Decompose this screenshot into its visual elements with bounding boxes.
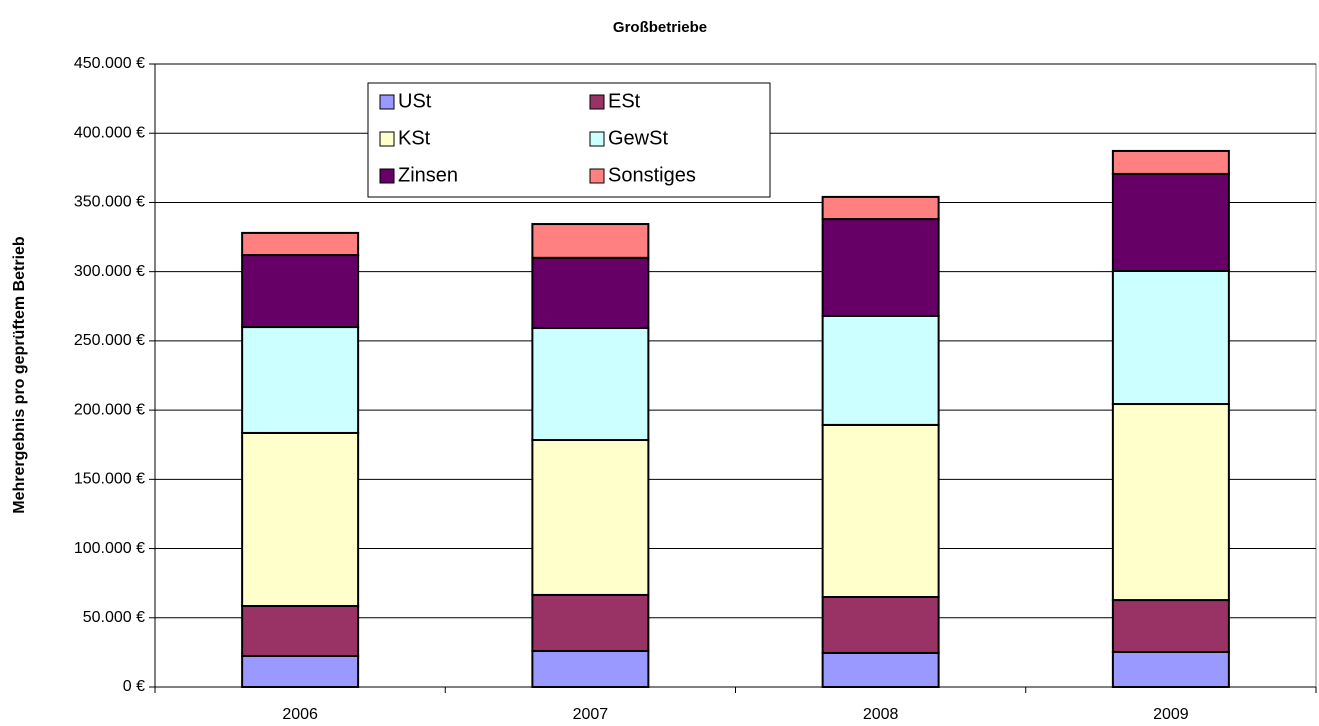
bar-segment xyxy=(241,231,360,257)
chart-title: Großbetriebe xyxy=(613,19,707,36)
bar-segment xyxy=(531,223,650,259)
legend-swatch xyxy=(589,131,605,147)
bar-segment xyxy=(1111,172,1230,272)
legend-label: KSt xyxy=(398,127,431,149)
bar-segment xyxy=(821,596,940,654)
bar-segment xyxy=(531,650,650,689)
bar-segment xyxy=(1111,149,1230,175)
legend-swatch xyxy=(379,131,395,147)
y-tick-label: 50.000 € xyxy=(83,609,145,626)
bar-segment xyxy=(531,439,650,596)
bar-segment xyxy=(1111,650,1230,689)
bar-segment xyxy=(821,195,940,221)
legend-swatch xyxy=(589,168,605,184)
bar-segment xyxy=(531,327,650,442)
x-tick-label: 2009 xyxy=(1153,706,1189,723)
y-tick-label: 200.000 € xyxy=(74,401,145,418)
y-tick-label: 100.000 € xyxy=(74,540,145,557)
legend-label: ESt xyxy=(608,90,641,112)
bar-segment xyxy=(241,654,360,689)
x-tick-label: 2008 xyxy=(863,706,899,723)
legend-label: Sonstiges xyxy=(608,164,696,186)
bar-segment xyxy=(241,431,360,608)
legend-swatch xyxy=(589,94,605,110)
bar-segment xyxy=(241,254,360,329)
bar-segment xyxy=(531,256,650,330)
bar-segment xyxy=(821,314,940,426)
y-tick-label: 150.000 € xyxy=(74,471,145,488)
legend-box xyxy=(367,82,771,198)
y-tick-label: 0 € xyxy=(123,678,145,695)
legend-label: USt xyxy=(398,90,432,112)
y-tick-label: 450.000 € xyxy=(74,55,145,72)
bar-segment xyxy=(241,326,360,434)
bar-segment xyxy=(531,593,650,653)
bar-segment xyxy=(1111,599,1230,653)
bar-segment xyxy=(241,605,360,657)
bar-segment xyxy=(821,218,940,317)
y-tick-label: 350.000 € xyxy=(74,194,145,211)
legend-swatch xyxy=(379,168,395,184)
x-tick-label: 2007 xyxy=(573,706,609,723)
x-tick-label: 2006 xyxy=(282,706,318,723)
y-tick-label: 400.000 € xyxy=(74,124,145,141)
y-tick-label: 250.000 € xyxy=(74,332,145,349)
bar-segment xyxy=(821,423,940,599)
legend-label: Zinsen xyxy=(398,164,458,186)
legend-swatch xyxy=(379,94,395,110)
legend-label: GewSt xyxy=(608,127,668,149)
y-axis-label: Mehrergebnis pro geprüftem Betrieb xyxy=(11,236,28,514)
bar-segment xyxy=(1111,269,1230,406)
bar-segment xyxy=(821,651,940,689)
bar-segment xyxy=(1111,403,1230,602)
y-tick-label: 300.000 € xyxy=(74,263,145,280)
